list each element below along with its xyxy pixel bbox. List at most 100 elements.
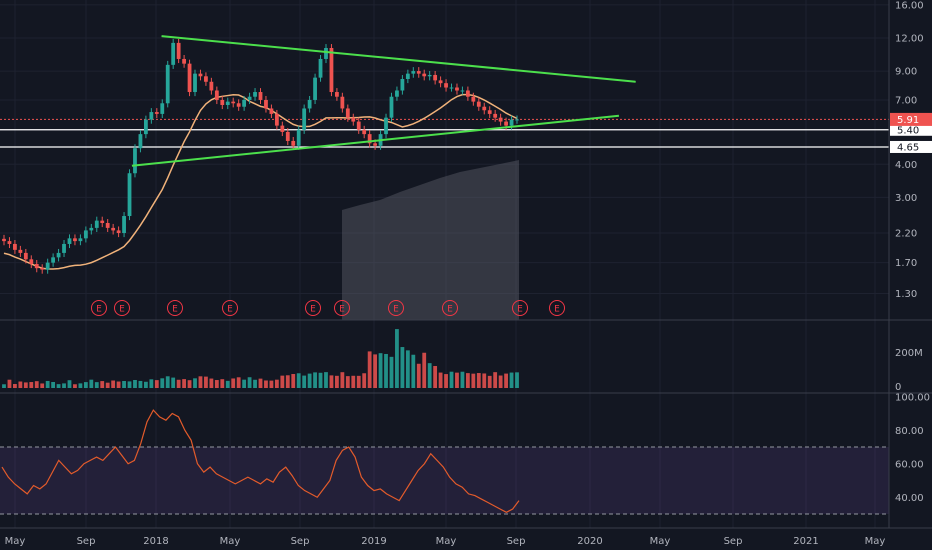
candle-body xyxy=(160,103,165,114)
trendlines[interactable] xyxy=(131,35,636,167)
price-axis-label: 9.00 xyxy=(895,67,917,78)
candle-body xyxy=(433,74,438,81)
candle-body xyxy=(78,238,83,242)
volume-bar xyxy=(209,378,214,388)
price-axis-label: 1.70 xyxy=(895,258,917,269)
volume-bar xyxy=(182,379,186,388)
earnings-marker-label: E xyxy=(393,305,399,315)
volume-bar xyxy=(433,366,438,388)
volume-bar xyxy=(258,378,263,388)
volume-bar xyxy=(427,363,432,388)
volume-bar xyxy=(400,347,405,388)
candle-body xyxy=(345,108,350,118)
candle-body xyxy=(73,238,77,242)
volume-bar xyxy=(253,379,257,388)
earnings-marker[interactable] xyxy=(305,300,321,316)
price-axis-label: 4.00 xyxy=(895,160,917,171)
rsi-axis-label: 80.00 xyxy=(895,426,924,437)
candle-body xyxy=(7,241,12,244)
candle-body xyxy=(258,92,263,100)
volume-bar xyxy=(395,329,399,388)
rsi-axis-label: 40.00 xyxy=(895,493,924,504)
candle-body xyxy=(18,249,23,253)
earnings-marker[interactable] xyxy=(442,300,458,316)
volume-bar xyxy=(73,384,77,388)
volume-bar xyxy=(111,380,116,388)
candle-body xyxy=(204,76,208,82)
candle-body xyxy=(198,73,203,77)
volume-bar xyxy=(373,354,378,388)
volume-bar xyxy=(498,375,503,388)
volume-bar xyxy=(236,377,241,388)
volume-bar xyxy=(285,375,290,388)
volume-bar xyxy=(329,375,334,388)
candle-body xyxy=(29,259,34,264)
earnings-marker[interactable] xyxy=(512,300,528,316)
volume-bar xyxy=(307,373,312,388)
candle-body xyxy=(34,263,39,269)
volume-bar xyxy=(13,383,17,388)
volume-profile-area xyxy=(342,160,519,320)
trendline-upper[interactable] xyxy=(161,35,636,83)
volume-bar xyxy=(378,353,383,388)
earnings-marker[interactable] xyxy=(222,300,238,316)
candle-body xyxy=(444,83,448,88)
volume-bar xyxy=(94,382,99,388)
candle-body xyxy=(56,252,61,258)
earnings-marker-label: E xyxy=(119,305,125,315)
candle-body xyxy=(236,103,241,107)
level-price-label: 4.65 xyxy=(897,142,919,153)
earnings-marker[interactable] xyxy=(167,300,183,316)
volume-bar xyxy=(160,378,165,388)
candlesticks xyxy=(2,38,519,274)
volume-bar xyxy=(465,373,470,388)
volume-bar xyxy=(34,381,39,388)
candle-body xyxy=(105,222,110,228)
candle-body xyxy=(465,90,470,97)
axis-labels: May Sep 2018 May Sep 2019 May Sep 2020 May Sep 2021… xyxy=(5,0,932,547)
candle-body xyxy=(187,63,192,93)
volume-bar xyxy=(487,375,492,388)
candle-body xyxy=(264,99,268,109)
candle-body xyxy=(269,108,274,114)
candle-body xyxy=(515,119,519,121)
time-axis-label: May xyxy=(865,536,886,547)
trendline-lower[interactable] xyxy=(131,114,620,167)
candle-body xyxy=(471,96,476,102)
volume-bar xyxy=(231,378,236,388)
candle-body xyxy=(45,262,50,270)
volume-bar xyxy=(198,376,203,388)
volume-bar xyxy=(67,380,72,388)
candle-body xyxy=(171,42,176,65)
axes xyxy=(0,0,932,529)
earnings-marker[interactable] xyxy=(114,300,130,316)
volume-bar xyxy=(449,371,454,388)
candle-body xyxy=(94,220,99,228)
candle-body xyxy=(367,134,372,144)
volume-bar xyxy=(214,380,219,388)
volume-bar xyxy=(105,382,110,388)
candle-body xyxy=(395,90,399,97)
candle-body xyxy=(51,257,56,263)
earnings-marker[interactable] xyxy=(334,300,350,316)
time-axis-label: May xyxy=(220,536,241,547)
volume-bar xyxy=(362,373,367,388)
candle-body xyxy=(324,48,328,59)
volume-bar xyxy=(247,377,252,388)
candle-body xyxy=(291,140,296,146)
earnings-marker[interactable] xyxy=(91,300,107,316)
volume-bar xyxy=(149,379,154,388)
candle-body xyxy=(23,252,28,260)
volume-bar xyxy=(122,381,126,388)
earnings-marker[interactable] xyxy=(549,300,565,316)
candle-body xyxy=(220,99,225,105)
volume-bar xyxy=(18,381,23,388)
time-axis-label: 2020 xyxy=(577,536,602,547)
volume-bar xyxy=(356,375,361,388)
volume-bar xyxy=(143,381,148,388)
price-axis-label: 12.00 xyxy=(895,34,924,45)
volume-bar xyxy=(127,381,132,388)
earnings-marker[interactable] xyxy=(388,300,404,316)
